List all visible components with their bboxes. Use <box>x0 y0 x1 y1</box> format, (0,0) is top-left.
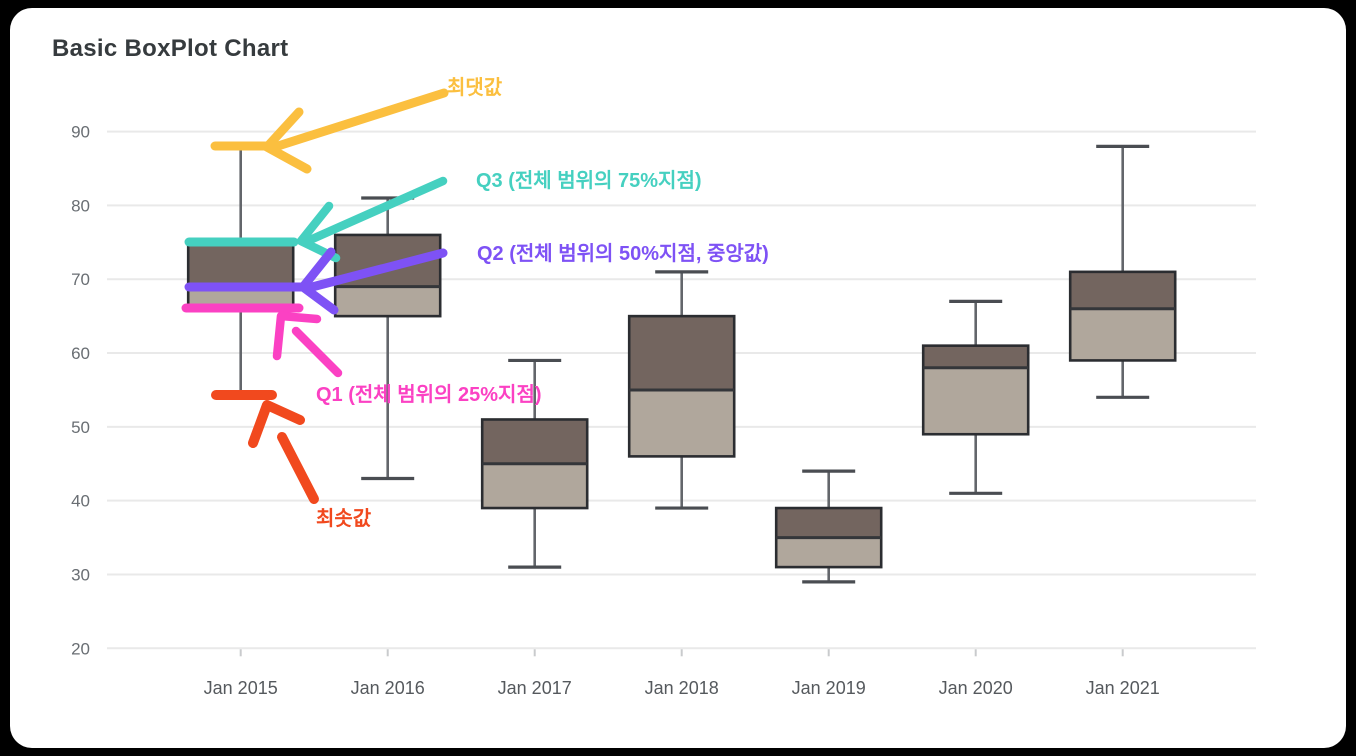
y-axis-label-30: 30 <box>71 565 90 584</box>
x-axis: Jan 2015 Jan 2016 Jan 2017 Jan 2018 Jan 2019… <box>204 649 1160 698</box>
box-lower-quartile <box>335 286 441 317</box>
q1-annotation-label: Q1 (전체 범위의 25%지점) <box>316 383 542 406</box>
box-outline <box>333 233 442 318</box>
box-lower-quartile <box>482 463 588 509</box>
y-axis-label-80: 80 <box>71 196 90 215</box>
y-axis-label-70: 70 <box>71 270 90 289</box>
q2-arrow-shaft <box>307 248 448 292</box>
box-upper-quartile <box>629 316 735 390</box>
q2-arrow-head <box>298 247 339 315</box>
min-arrow-shaft <box>277 432 319 504</box>
box-outline <box>627 314 736 458</box>
boxplot-jan-2018[interactable] <box>627 270 736 510</box>
y-axis-label-50: 50 <box>71 418 90 437</box>
q3-arrow-shaft <box>305 176 448 245</box>
chart-title: Basic BoxPlot Chart <box>52 35 288 62</box>
annotation-q2: Q2 (전체 범위의 50%지점, 중앙값) <box>184 242 769 315</box>
boxplot-jan-2017[interactable] <box>480 358 589 569</box>
y-axis: 20 30 40 50 60 70 80 90 <box>71 123 90 659</box>
y-axis-label-90: 90 <box>71 123 90 142</box>
boxplot-jan-2016[interactable] <box>333 196 442 481</box>
max-annotation-label: 최댓값 <box>447 76 503 99</box>
y-axis-label-40: 40 <box>71 492 90 511</box>
min-arrow-head <box>248 400 305 448</box>
x-axis-label-1: Jan 2016 <box>351 678 425 698</box>
q3-arrow-head <box>296 201 341 263</box>
min-annotation-label: 최솟값 <box>316 507 372 530</box>
box-outline <box>921 344 1030 436</box>
box-upper-quartile <box>482 419 588 464</box>
annotation-max: 최댓값 <box>210 76 503 174</box>
annotation-q1: Q1 (전체 범위의 25%지점) <box>181 303 542 406</box>
box-upper-quartile <box>1070 271 1176 309</box>
boxplot-jan-2019[interactable] <box>774 469 883 584</box>
q1-arrow-shaft <box>291 326 343 378</box>
boxplot-jan-2020[interactable] <box>921 299 1030 495</box>
x-axis-label-3: Jan 2018 <box>645 678 719 698</box>
x-axis-label-6: Jan 2021 <box>1086 678 1160 698</box>
box-lower-quartile <box>1070 308 1176 361</box>
box-lower-quartile <box>188 286 294 309</box>
boxplot-series <box>186 144 1177 584</box>
x-axis-label-0: Jan 2015 <box>204 678 278 698</box>
y-axis-label-60: 60 <box>71 344 90 363</box>
max-arrow-shaft <box>273 88 449 151</box>
boxplot-jan-2015[interactable] <box>186 144 295 399</box>
x-axis-label-4: Jan 2019 <box>792 678 866 698</box>
annotation-q3: Q3 (전체 범위의 75%지점) <box>184 169 702 263</box>
box-upper-quartile <box>188 242 294 287</box>
annotation-min: 최솟값 <box>211 390 372 530</box>
q1-arrow-head <box>272 311 322 361</box>
box-lower-quartile <box>923 367 1029 435</box>
q3-annotation-label: Q3 (전체 범위의 75%지점) <box>476 169 702 192</box>
box-outline <box>1068 270 1177 362</box>
y-axis-label-20: 20 <box>71 639 90 658</box>
x-axis-label-5: Jan 2020 <box>939 678 1013 698</box>
box-lower-quartile <box>776 537 882 568</box>
box-upper-quartile <box>776 508 882 538</box>
box-lower-quartile <box>629 389 735 457</box>
boxplot-jan-2021[interactable] <box>1068 144 1177 399</box>
x-axis-label-2: Jan 2017 <box>498 678 572 698</box>
max-arrow-head <box>262 107 312 174</box>
q2-annotation-label: Q2 (전체 범위의 50%지점, 중앙값) <box>477 242 769 265</box>
box-upper-quartile <box>923 345 1029 368</box>
